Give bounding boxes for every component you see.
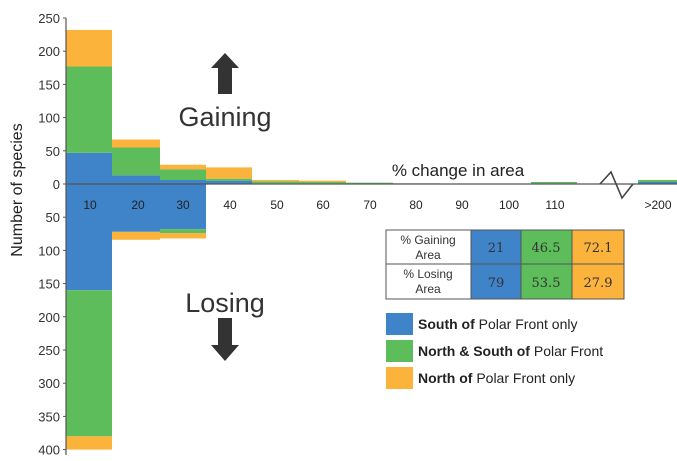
bar-loss-north-0 bbox=[66, 436, 112, 450]
y-tick-label-down-100: 100 bbox=[38, 243, 60, 258]
table-row-gaining-label-line1: % Gaining bbox=[400, 233, 455, 247]
table-cell-south-loss bbox=[470, 263, 522, 300]
y-tick-label-down-250: 250 bbox=[38, 343, 60, 358]
x-tick-label-7: 80 bbox=[409, 198, 423, 212]
y-tick-label-down-200: 200 bbox=[38, 310, 60, 325]
bar-gain-both-0 bbox=[66, 66, 112, 153]
legend-item-both: North & South of Polar Front bbox=[418, 343, 603, 359]
legend-both-rest: Polar Front bbox=[530, 343, 603, 359]
bar-gain-south-0 bbox=[66, 152, 112, 184]
table-value-both-gain: 46.5 bbox=[532, 241, 561, 256]
y-tick-label-down-150: 150 bbox=[38, 277, 60, 292]
table-value-south-gain: 21 bbox=[488, 241, 505, 256]
x-tick-label-3: 40 bbox=[223, 198, 237, 212]
y-tick-label-up-150: 150 bbox=[38, 77, 60, 92]
bar-gain-south-3 bbox=[206, 180, 252, 184]
gaining-annotation: Gaining bbox=[178, 53, 272, 132]
x-tick-label-0: 10 bbox=[83, 198, 97, 212]
x-axis-label: % change in area bbox=[392, 161, 525, 180]
bar-gain-both-4 bbox=[252, 181, 299, 184]
bar-gain-north-3 bbox=[206, 167, 252, 179]
legend-north-rest: Polar Front only bbox=[472, 370, 575, 386]
axis-break-marker bbox=[599, 170, 634, 200]
x-tick-label-8: 90 bbox=[455, 198, 469, 212]
bar-gain-south-11 bbox=[638, 182, 677, 184]
bar-gain-both-2 bbox=[160, 169, 206, 181]
legend-item-south: South of Polar Front only bbox=[418, 316, 577, 332]
legend-swatch-south bbox=[386, 313, 413, 335]
bar-loss-both-0 bbox=[66, 290, 112, 437]
table-value-both-loss: 53.5 bbox=[532, 276, 561, 291]
legend-swatch-north bbox=[386, 367, 413, 389]
x-tick-label-11: >200 bbox=[644, 198, 671, 212]
y-tick-label-up-100: 100 bbox=[38, 111, 60, 126]
x-tick-label-1: 20 bbox=[131, 198, 145, 212]
legend-north-bold: North of bbox=[418, 370, 473, 386]
table-value-north-gain: 72.1 bbox=[584, 241, 613, 256]
bar-gain-south-2 bbox=[160, 180, 206, 184]
x-ticks-group: 10 20 30 40 50 60 70 80 90 100 110 >200 bbox=[83, 198, 672, 212]
bar-loss-south-1 bbox=[112, 184, 160, 232]
bar-gain-both-11 bbox=[638, 180, 677, 183]
bar-loss-both-2 bbox=[160, 229, 206, 234]
y-tick-label-up-50: 50 bbox=[46, 144, 60, 159]
table-row-losing-label-line1: % Losing bbox=[403, 267, 452, 281]
summary-table: % Gaining Area % Losing Area 21 46.5 72.… bbox=[385, 229, 625, 300]
bar-gain-both-10 bbox=[531, 182, 577, 184]
x-tick-label-6: 70 bbox=[363, 198, 377, 212]
bars-group bbox=[66, 29, 677, 450]
y-tick-label-down-300: 300 bbox=[38, 376, 60, 391]
bar-gain-north-1 bbox=[112, 139, 160, 148]
y-tick-label-down-50: 50 bbox=[46, 210, 60, 225]
table-row-gaining-label-line2: Area bbox=[415, 248, 441, 262]
bar-gain-both-3 bbox=[206, 178, 252, 181]
bar-gain-north-5 bbox=[299, 180, 346, 183]
bar-gain-north-2 bbox=[160, 164, 206, 170]
bar-gain-north-4 bbox=[252, 180, 299, 182]
y-tick-label-down-350: 350 bbox=[38, 409, 60, 424]
y-tick-label-up-0: 0 bbox=[53, 177, 60, 192]
bar-loss-south-2 bbox=[160, 184, 206, 230]
table-cell-both-gain bbox=[520, 229, 573, 265]
up-arrow-icon bbox=[211, 53, 239, 94]
bar-loss-north-1 bbox=[112, 231, 160, 240]
legend-south-rest: Polar Front only bbox=[475, 316, 578, 332]
legend: South of Polar Front only North & South … bbox=[386, 313, 603, 389]
table-value-north-loss: 27.9 bbox=[584, 276, 613, 291]
table-cell-south-gain bbox=[470, 229, 522, 265]
axes-group bbox=[65, 18, 677, 455]
bar-gain-both-6 bbox=[346, 182, 393, 184]
bar-loss-north-2 bbox=[160, 233, 206, 239]
y-ticks-group: 0 50 100 150 200 250 50 100 150 200 250 300 350 400 bbox=[38, 11, 66, 458]
table-value-south-loss: 79 bbox=[488, 276, 505, 291]
y-axis-label: Number of species bbox=[9, 123, 26, 256]
losing-label: Losing bbox=[185, 288, 265, 318]
x-tick-label-9: 100 bbox=[499, 198, 519, 212]
y-tick-label-up-200: 200 bbox=[38, 44, 60, 59]
legend-south-bold: South of bbox=[418, 316, 475, 332]
legend-both-bold: North & South of bbox=[418, 343, 530, 359]
bar-gain-both-1 bbox=[112, 147, 160, 176]
down-arrow-icon bbox=[211, 318, 239, 361]
x-tick-label-5: 60 bbox=[316, 198, 330, 212]
table-row-losing-label-line2: Area bbox=[415, 282, 441, 296]
bar-gain-north-0 bbox=[66, 29, 112, 67]
legend-swatch-both bbox=[386, 340, 413, 362]
table-cell-north-loss bbox=[571, 263, 625, 300]
bar-loss-south-0 bbox=[66, 184, 112, 291]
legend-item-north: North of Polar Front only bbox=[418, 370, 575, 386]
x-tick-label-10: 110 bbox=[545, 198, 564, 212]
losing-annotation: Losing bbox=[185, 288, 265, 361]
y-tick-label-up-250: 250 bbox=[38, 11, 60, 26]
bar-gain-south-1 bbox=[112, 175, 160, 184]
gaining-label: Gaining bbox=[178, 102, 271, 132]
x-tick-label-4: 50 bbox=[270, 198, 284, 212]
y-tick-label-down-400: 400 bbox=[38, 443, 60, 458]
bar-gain-both-5 bbox=[299, 182, 346, 184]
x-tick-label-2: 30 bbox=[176, 198, 190, 212]
